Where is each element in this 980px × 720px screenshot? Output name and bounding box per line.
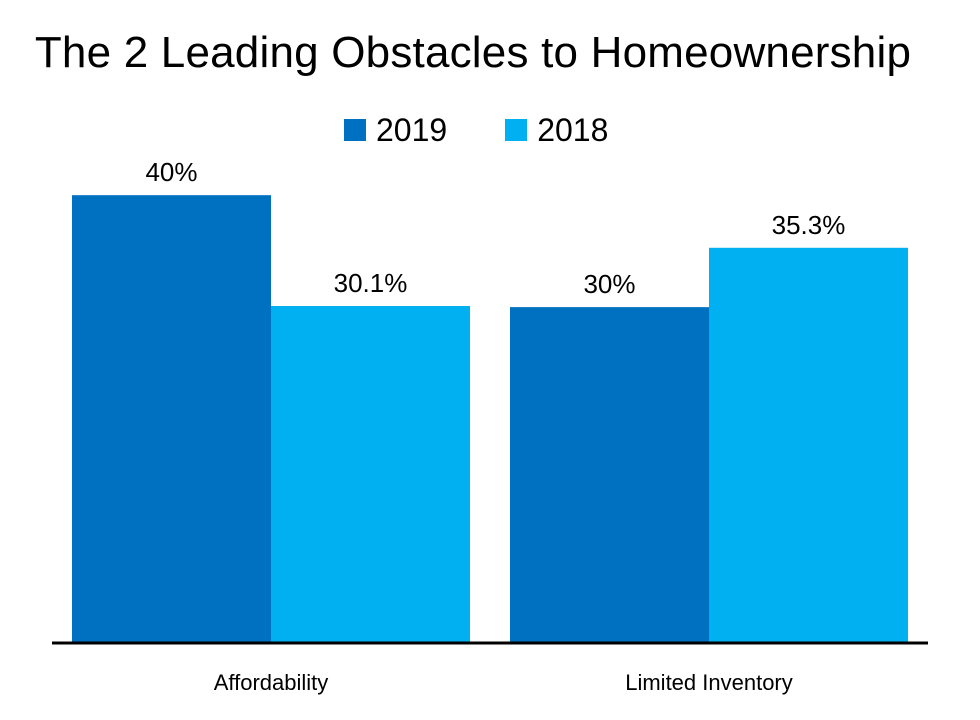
bar-value-label-2019-0: 40%	[145, 157, 197, 187]
bar-value-label-2019-1: 30%	[583, 269, 635, 299]
legend: 2019 2018	[344, 112, 666, 148]
legend-item-2018: 2018	[505, 112, 608, 149]
bar-2018-0	[271, 306, 470, 643]
legend-label-2018: 2018	[537, 111, 609, 148]
legend-label-2019: 2019	[376, 111, 448, 148]
legend-item-2019: 2019	[344, 112, 447, 149]
bar-2019-1	[510, 307, 709, 643]
legend-swatch-2018	[505, 119, 528, 141]
bar-2018-1	[709, 247, 908, 644]
chart-title: The 2 Leading Obstacles to Homeownership	[34, 28, 912, 77]
category-label-1: Limited Inventory	[625, 670, 793, 695]
bar-value-label-2018-0: 30.1%	[334, 268, 408, 298]
legend-swatch-2019	[344, 119, 366, 141]
bar-value-label-2018-1: 35.3%	[772, 210, 846, 240]
category-label-0: Affordability	[214, 670, 329, 695]
bar-2019-0	[72, 195, 271, 643]
